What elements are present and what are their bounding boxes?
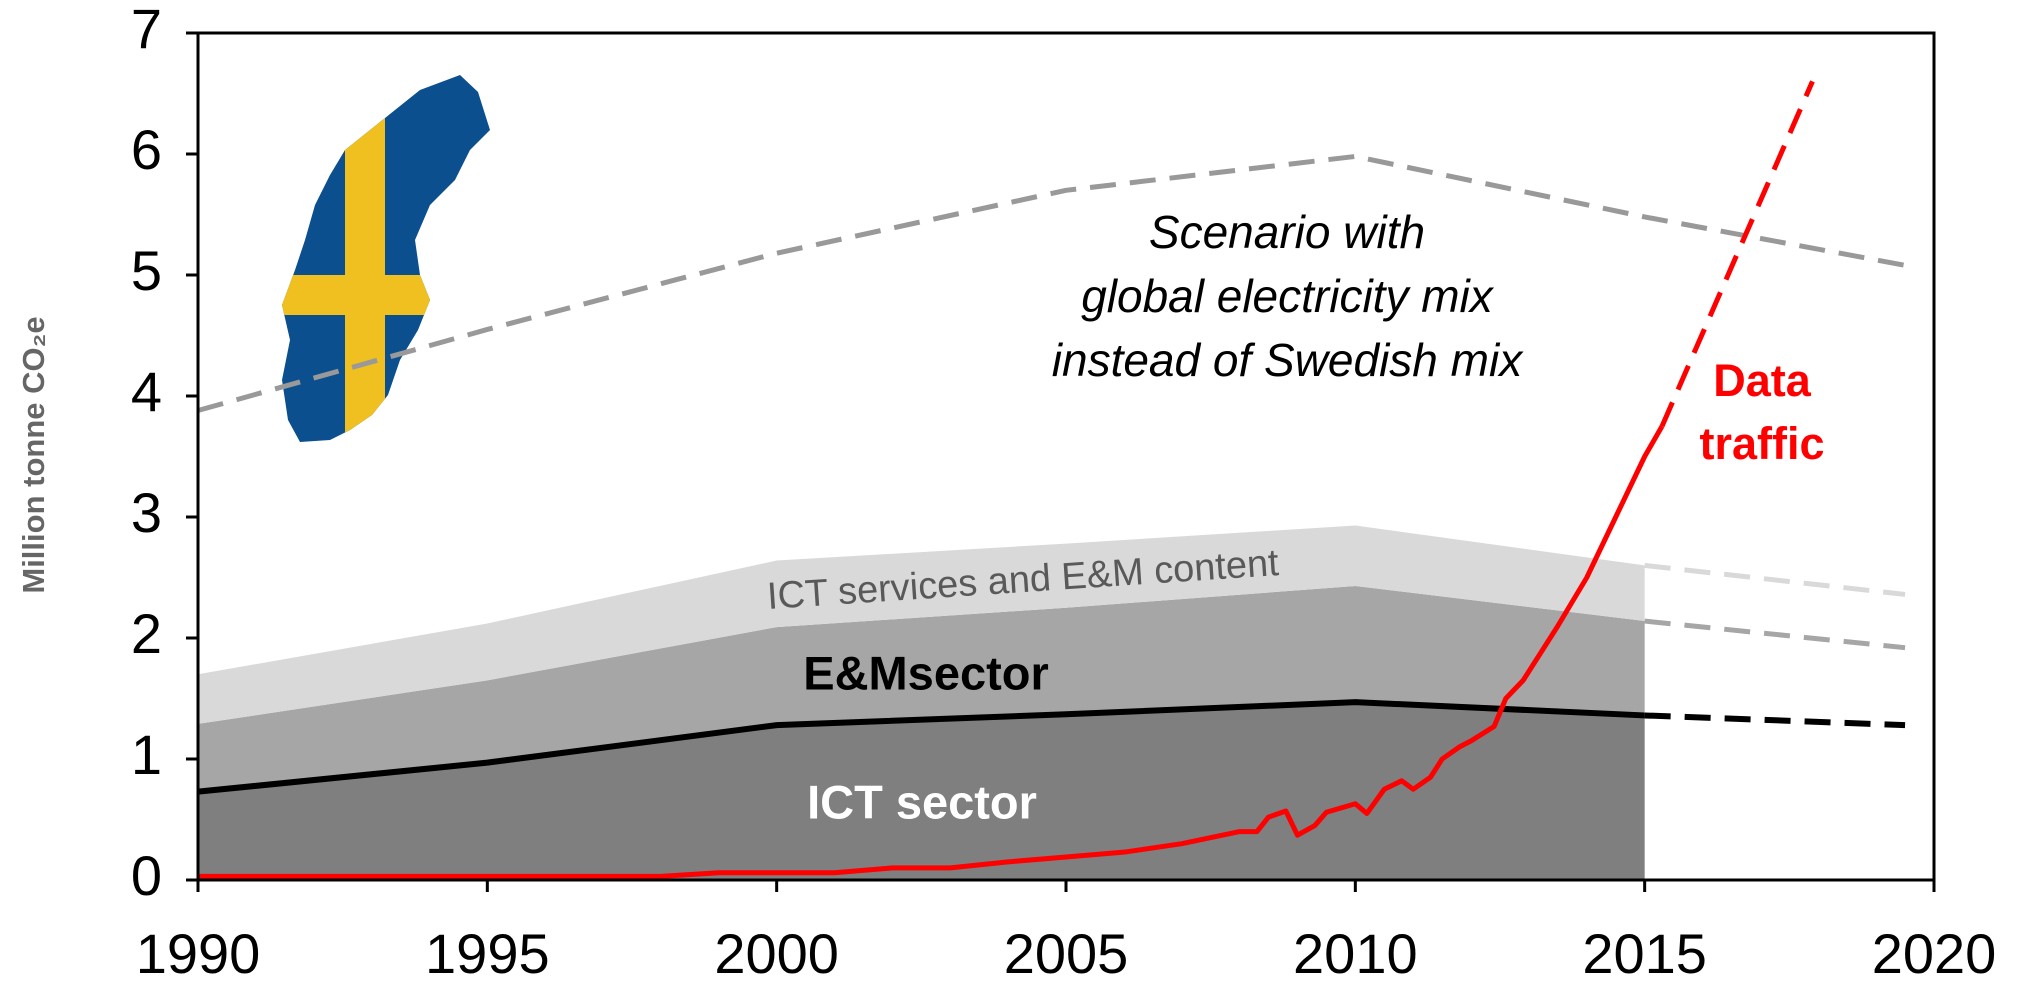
y-tick-label: 7	[131, 0, 162, 60]
line	[198, 425, 1665, 879]
annotation: Scenario with	[1149, 206, 1425, 258]
y-tick-label: 4	[131, 360, 162, 423]
projection-line	[1644, 562, 1906, 597]
x-tick-label: 1990	[136, 922, 261, 985]
y-tick-label: 1	[131, 723, 162, 786]
stacked-area	[198, 702, 1645, 880]
y-tick-label: 0	[131, 844, 162, 907]
y-tick-label: 5	[131, 239, 162, 302]
y-tick-label: 2	[131, 602, 162, 665]
series-label: ICT sector	[807, 775, 1037, 828]
series-line	[197, 699, 1645, 795]
x-tick-label: 2020	[1872, 922, 1997, 985]
projection-line	[1644, 618, 1906, 651]
projection-line	[1644, 712, 1906, 729]
y-tick-label: 6	[131, 118, 162, 181]
x-tick-label: 2015	[1582, 922, 1707, 985]
stacked-area	[198, 585, 1645, 792]
x-tick-label: 2000	[714, 922, 839, 985]
annotation: global electricity mix	[1081, 270, 1495, 322]
y-axis-label: Million tonne CO₂e	[16, 316, 51, 593]
annotation: instead of Swedish mix	[1052, 334, 1524, 386]
x-tick-label: 1995	[425, 922, 550, 985]
y-tick-label: 3	[131, 481, 162, 544]
line	[197, 153, 1906, 413]
sweden-map	[282, 75, 490, 442]
annotation: traffic	[1699, 418, 1824, 469]
stacked-area	[198, 525, 1645, 724]
annotation: Data	[1713, 355, 1812, 406]
x-tick-label: 2005	[1004, 922, 1129, 985]
line	[1659, 80, 1815, 428]
x-tick-label: 2010	[1293, 922, 1418, 985]
series-label: E&Msector	[803, 646, 1049, 699]
